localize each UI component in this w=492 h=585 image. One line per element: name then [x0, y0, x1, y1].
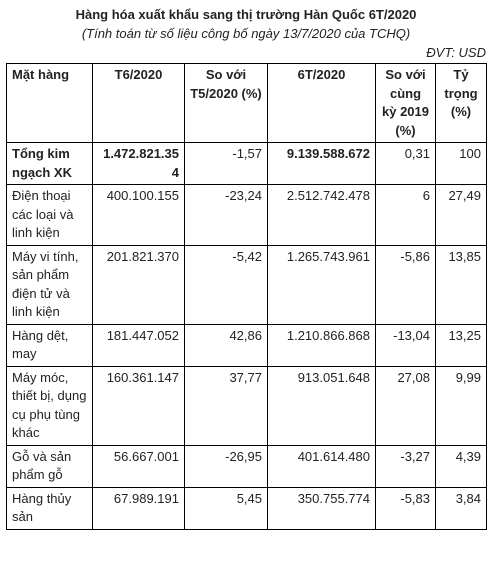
cell-vs-2019: -5,86: [375, 244, 436, 325]
table-row: Máy móc, thiết bị, dụng cụ phụ tùng khác…: [6, 365, 487, 446]
cell-t6-2020: 67.989.191: [92, 486, 185, 530]
cell-vs-t5-2020: -26,95: [184, 444, 268, 488]
table-row: Hàng thủy sản 67.989.191 5,45 350.755.77…: [6, 486, 487, 530]
cell-vs-2019: -5,83: [375, 486, 436, 530]
cell-product: Máy móc, thiết bị, dụng cụ phụ tùng khác: [6, 365, 93, 446]
header-vs-t5-2020: So với T5/2020 (%): [184, 63, 268, 143]
cell-vs-2019: 6: [375, 184, 436, 246]
cell-share: 13,85: [435, 244, 487, 325]
cell-product: Tổng kim ngạch XK: [6, 142, 93, 185]
cell-6t-2020: 1.210.866.868: [267, 323, 376, 367]
export-table: Mặt hàng T6/2020 So với T5/2020 (%) 6T/2…: [6, 63, 487, 530]
cell-product: Máy vi tính, sản phẩm điện tử và linh ki…: [6, 244, 93, 325]
table-row: Máy vi tính, sản phẩm điện tử và linh ki…: [6, 244, 487, 325]
table-row-total: Tổng kim ngạch XK 1.472.821.354 -1,57 9.…: [6, 142, 487, 185]
cell-6t-2020: 913.051.648: [267, 365, 376, 446]
cell-product: Điện thoại các loại và linh kiện: [6, 184, 93, 246]
cell-t6-2020: 160.361.147: [92, 365, 185, 446]
cell-vs-t5-2020: -5,42: [184, 244, 268, 325]
header-t6-2020: T6/2020: [92, 63, 185, 143]
cell-product: Hàng dệt, may: [6, 323, 93, 367]
table-row: Hàng dệt, may 181.447.052 42,86 1.210.86…: [6, 323, 487, 367]
cell-share: 13,25: [435, 323, 487, 367]
page-title: Hàng hóa xuất khẩu sang thị trường Hàn Q…: [75, 7, 417, 22]
cell-share: 4,39: [435, 444, 487, 488]
cell-6t-2020: 1.265.743.961: [267, 244, 376, 325]
cell-t6-2020: 201.821.370: [92, 244, 185, 325]
cell-6t-2020: 2.512.742.478: [267, 184, 376, 246]
cell-share: 100: [435, 142, 487, 185]
cell-product: Hàng thủy sản: [6, 486, 93, 530]
header-6t-2020: 6T/2020: [267, 63, 376, 143]
cell-6t-2020: 401.614.480: [267, 444, 376, 488]
cell-t6-2020: 181.447.052: [92, 323, 185, 367]
cell-vs-2019: 27,08: [375, 365, 436, 446]
table-row: Gỗ và sản phẩm gỗ 56.667.001 -26,95 401.…: [6, 444, 487, 488]
header-product: Mặt hàng: [6, 63, 93, 143]
cell-vs-t5-2020: 37,77: [184, 365, 268, 446]
cell-share: 9,99: [435, 365, 487, 446]
cell-t6-2020: 1.472.821.354: [92, 142, 185, 185]
cell-t6-2020: 56.667.001: [92, 444, 185, 488]
cell-product: Gỗ và sản phẩm gỗ: [6, 444, 93, 488]
cell-vs-2019: -13,04: [375, 323, 436, 367]
cell-vs-2019: -3,27: [375, 444, 436, 488]
cell-vs-t5-2020: 42,86: [184, 323, 268, 367]
cell-6t-2020: 350.755.774: [267, 486, 376, 530]
header-vs-same-period-2019: So với cùng kỳ 2019 (%): [375, 63, 436, 143]
header-share: Tỷ trọng (%): [435, 63, 487, 143]
cell-6t-2020: 9.139.588.672: [267, 142, 376, 185]
cell-share: 27,49: [435, 184, 487, 246]
cell-vs-t5-2020: -23,24: [184, 184, 268, 246]
cell-vs-t5-2020: -1,57: [184, 142, 268, 185]
cell-vs-t5-2020: 5,45: [184, 486, 268, 530]
table-row: Điện thoại các loại và linh kiện 400.100…: [6, 184, 487, 246]
cell-t6-2020: 400.100.155: [92, 184, 185, 246]
cell-share: 3,84: [435, 486, 487, 530]
cell-vs-2019: 0,31: [375, 142, 436, 185]
page-subtitle: (Tính toán từ số liệu công bố ngày 13/7/…: [81, 26, 411, 41]
table-header-row: Mặt hàng T6/2020 So với T5/2020 (%) 6T/2…: [6, 63, 487, 143]
unit-label: ĐVT: USD: [426, 45, 486, 60]
